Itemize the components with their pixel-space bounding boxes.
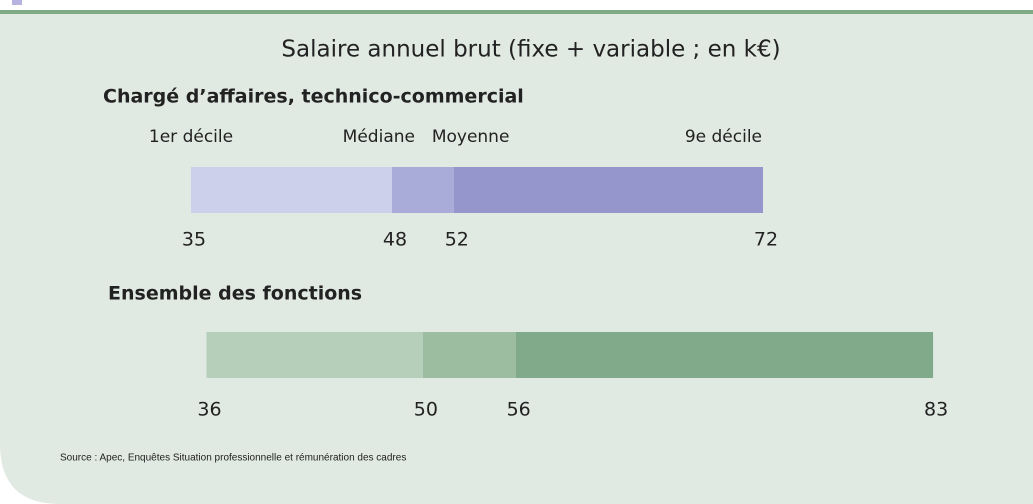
corner-mark <box>12 0 22 5</box>
range-segment <box>391 167 454 213</box>
marker-label: Médiane <box>343 127 415 147</box>
marker-label: Moyenne <box>432 127 510 147</box>
panel <box>0 14 1033 504</box>
value-label: 56 <box>507 399 531 421</box>
value-label: 72 <box>754 229 778 251</box>
value-label: 50 <box>414 399 438 421</box>
range-segment <box>453 167 764 213</box>
section-title: Chargé d’affaires, technico-commercial <box>103 86 524 108</box>
value-label: 52 <box>445 229 469 251</box>
range-segment <box>191 167 392 213</box>
value-label: 48 <box>383 229 407 251</box>
range-segment <box>422 332 516 378</box>
marker-label: 1er décile <box>149 127 233 147</box>
value-label: 83 <box>924 399 948 421</box>
range-segment <box>515 332 934 378</box>
marker-label: 9e décile <box>685 127 762 147</box>
top-rule <box>0 10 1033 14</box>
section-title: Ensemble des fonctions <box>108 283 362 305</box>
range-segment <box>206 332 423 378</box>
chart-title: Salaire annuel brut (fixe + variable ; e… <box>281 37 780 63</box>
value-label: 35 <box>182 229 206 251</box>
value-label: 36 <box>197 399 221 421</box>
source: Source : Apec, Enquêtes Situation profes… <box>60 453 406 464</box>
